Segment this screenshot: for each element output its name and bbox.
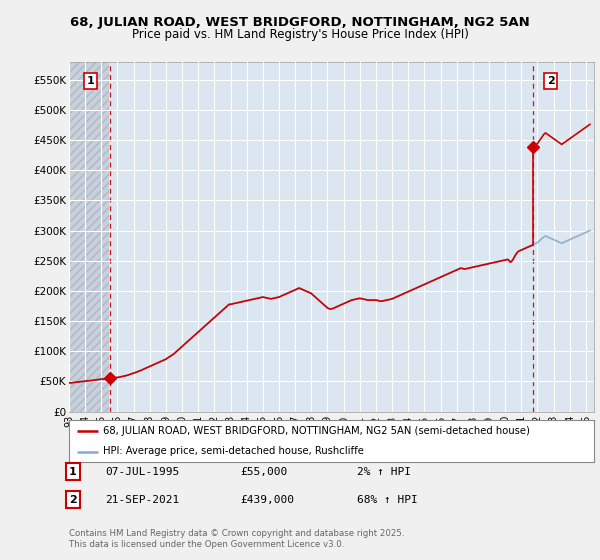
Text: 07-JUL-1995: 07-JUL-1995	[105, 466, 179, 477]
Text: Contains HM Land Registry data © Crown copyright and database right 2025.
This d: Contains HM Land Registry data © Crown c…	[69, 529, 404, 549]
Text: 21-SEP-2021: 21-SEP-2021	[105, 494, 179, 505]
Text: 2: 2	[69, 494, 77, 505]
Text: 2% ↑ HPI: 2% ↑ HPI	[357, 466, 411, 477]
Text: 2: 2	[547, 76, 554, 86]
Text: 68, JULIAN ROAD, WEST BRIDGFORD, NOTTINGHAM, NG2 5AN: 68, JULIAN ROAD, WEST BRIDGFORD, NOTTING…	[70, 16, 530, 29]
Text: HPI: Average price, semi-detached house, Rushcliffe: HPI: Average price, semi-detached house,…	[103, 446, 364, 456]
Text: Price paid vs. HM Land Registry's House Price Index (HPI): Price paid vs. HM Land Registry's House …	[131, 28, 469, 41]
Text: 68% ↑ HPI: 68% ↑ HPI	[357, 494, 418, 505]
Text: £55,000: £55,000	[240, 466, 287, 477]
Text: 1: 1	[86, 76, 94, 86]
Text: 68, JULIAN ROAD, WEST BRIDGFORD, NOTTINGHAM, NG2 5AN (semi-detached house): 68, JULIAN ROAD, WEST BRIDGFORD, NOTTING…	[103, 426, 530, 436]
Text: 1: 1	[69, 466, 77, 477]
Bar	[69, 62, 109, 412]
Text: £439,000: £439,000	[240, 494, 294, 505]
